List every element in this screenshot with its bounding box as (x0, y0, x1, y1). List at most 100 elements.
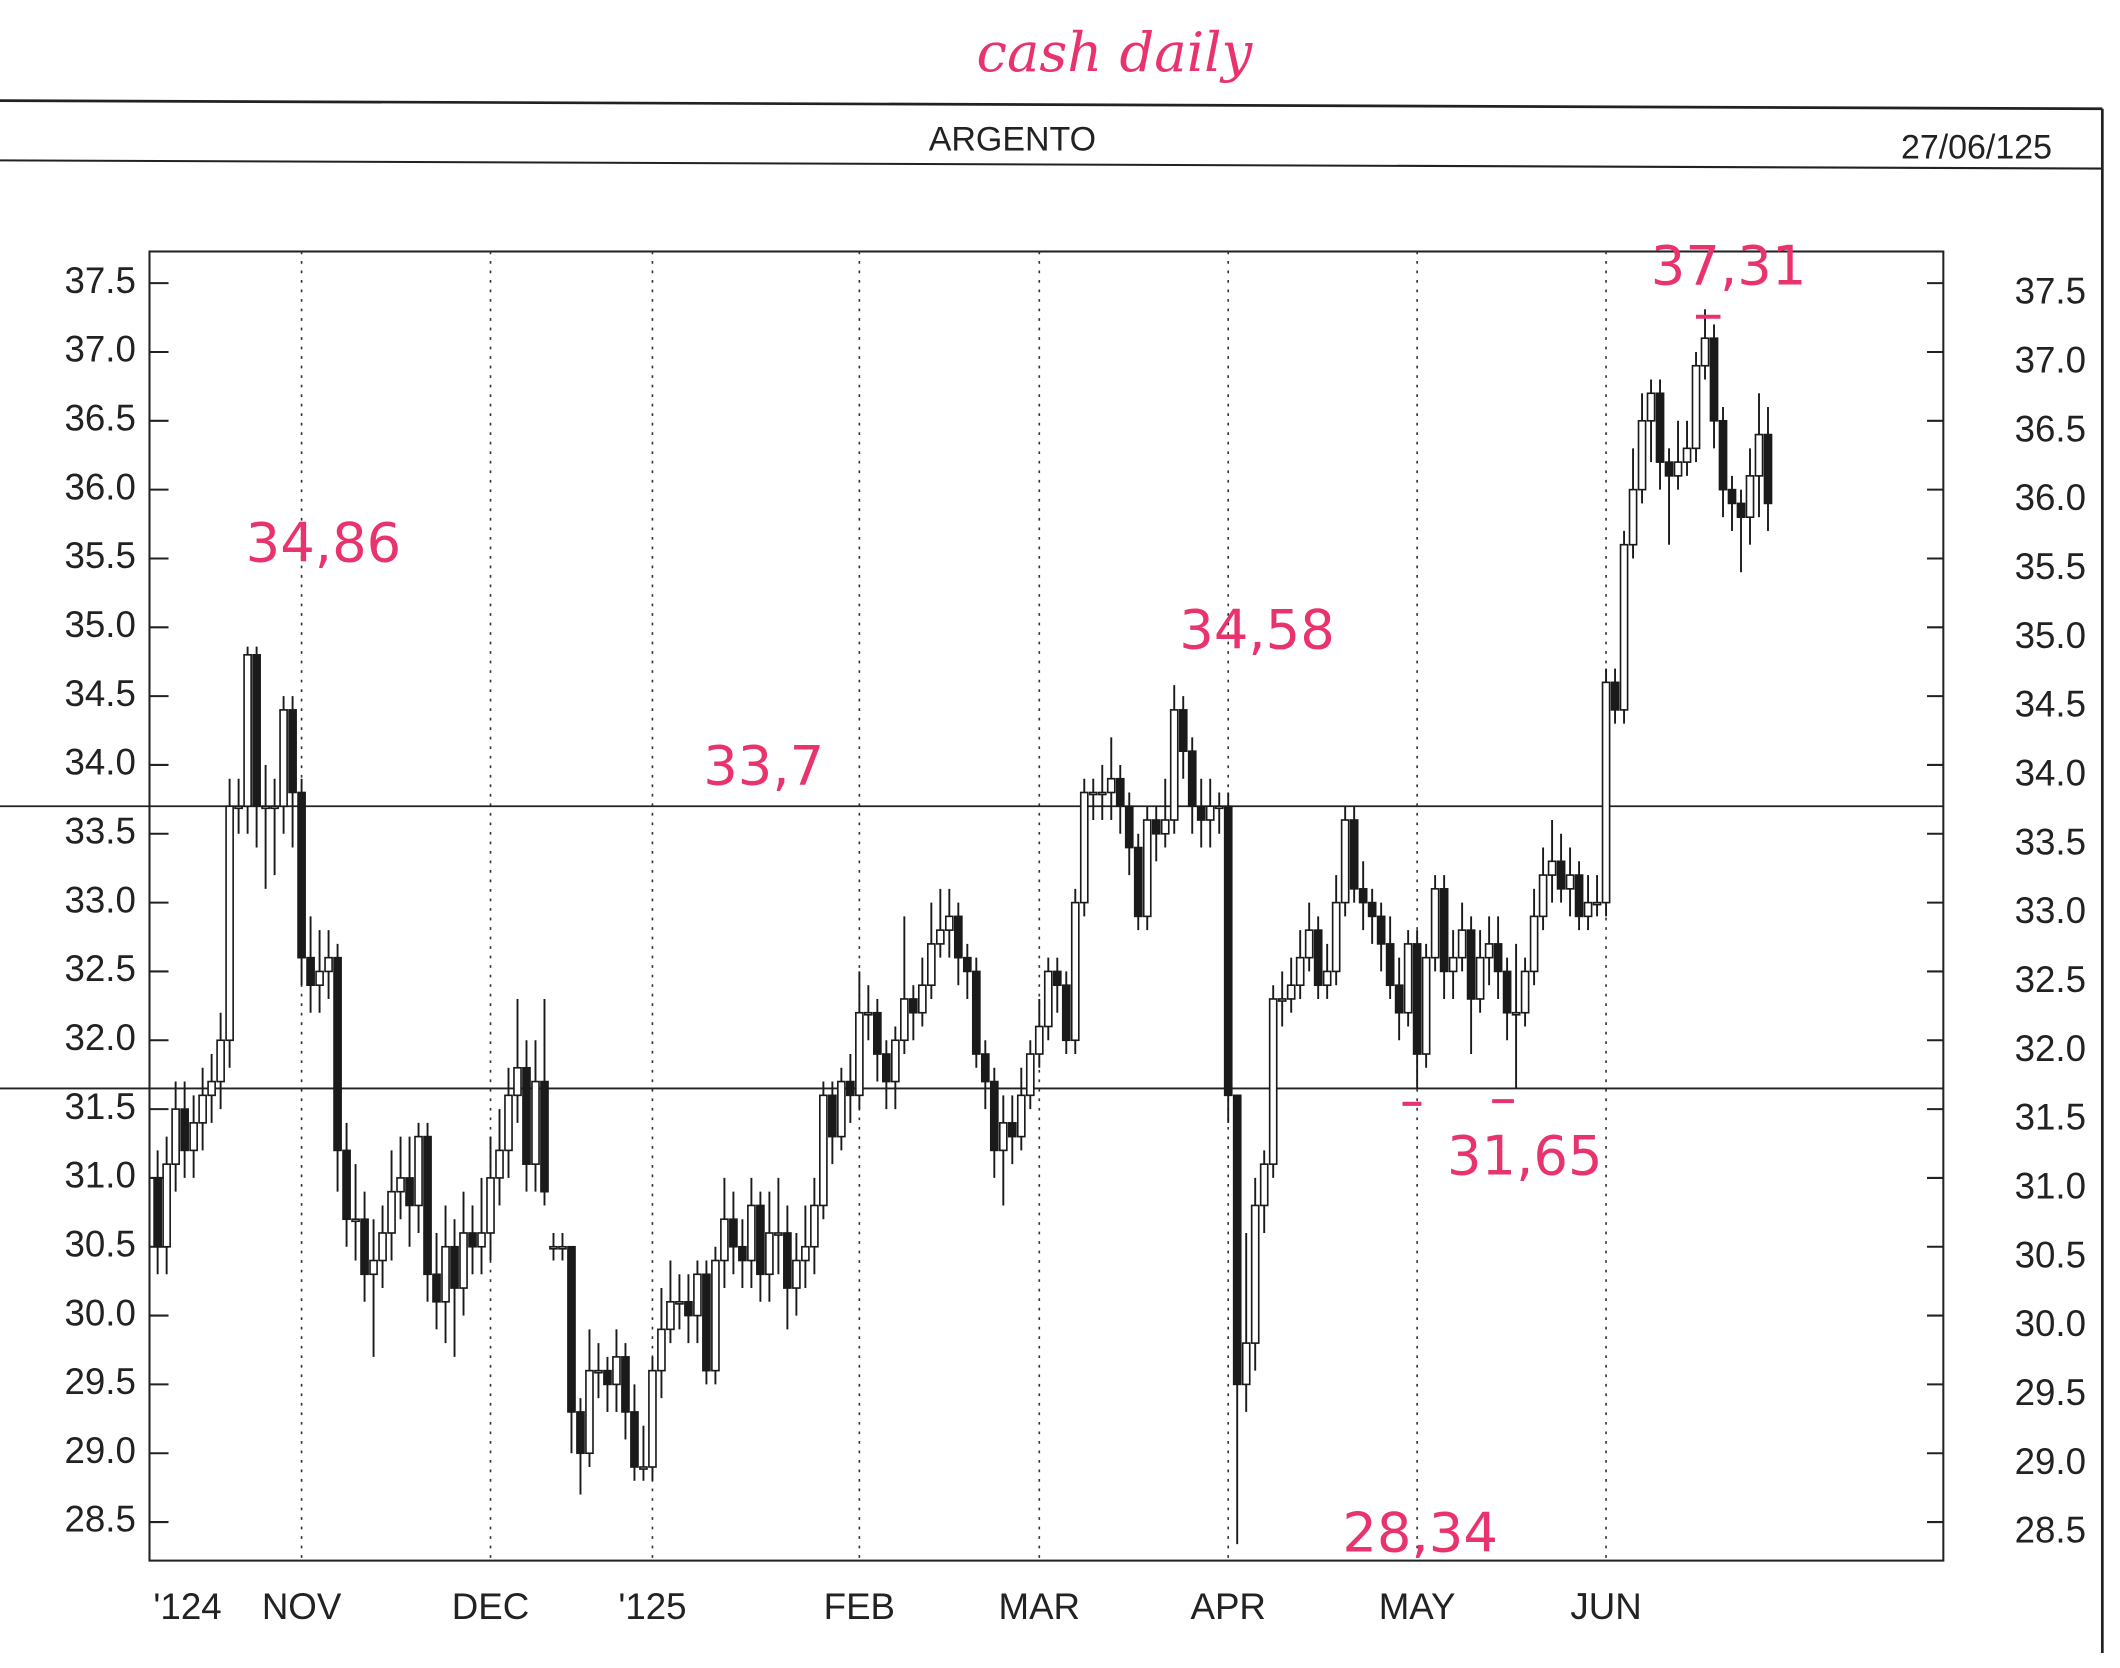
candle-body (1547, 860, 1557, 876)
candle-body (1133, 846, 1143, 918)
candle-body (576, 1411, 585, 1455)
candle-body (207, 1080, 216, 1097)
annotation: 28,34 (1342, 1501, 1498, 1564)
candle-body (1421, 956, 1431, 1055)
candle-body (1025, 1053, 1035, 1097)
candle-body (1673, 461, 1683, 477)
handwritten-note: cash daily (977, 21, 1254, 84)
candle-body (1529, 915, 1539, 973)
candle-body (792, 1259, 801, 1289)
y2-tick-label: 31.0 (2015, 1165, 2086, 1206)
candle-body (1484, 943, 1494, 959)
candle-body (387, 1190, 396, 1234)
candle-body (1313, 929, 1323, 987)
candle-body (396, 1177, 405, 1193)
candle-body (450, 1245, 459, 1289)
candle-body (315, 970, 324, 987)
candle-body (1610, 681, 1620, 711)
y2-tick-label: 30.0 (2015, 1303, 2086, 1344)
candle-body (1376, 915, 1386, 945)
plot: 28.5 29.0 29.5 30.0 30.5 31.0 31.5 32.0 32.5 33.0… (0, 251, 2086, 1627)
candle-body (459, 1232, 468, 1289)
y-tick-label: 31.0 (65, 1155, 136, 1196)
x-tick-label: '124 (153, 1586, 221, 1627)
y-tick-label: 33.5 (65, 810, 136, 851)
annotation: 31,65 (1447, 1125, 1603, 1188)
y2-tick-label: 37.0 (2015, 340, 2086, 381)
candle-body (1151, 819, 1161, 835)
candle-body (935, 929, 945, 945)
candle-body (1367, 901, 1377, 918)
candle-body (432, 1273, 441, 1303)
annotation: 34,86 (246, 512, 402, 575)
candle-body (1034, 1025, 1044, 1055)
y2-tick-label: 36.0 (2015, 477, 2086, 518)
candle-body (504, 1094, 513, 1152)
candle-body (1583, 901, 1593, 918)
y2-tick-label: 28.5 (2015, 1510, 2086, 1551)
y2-tick-label: 32.5 (2015, 959, 2086, 1000)
candle-body (1115, 777, 1125, 808)
candle-body (1277, 998, 1287, 1002)
candle-body (873, 1011, 882, 1055)
candle-body (441, 1245, 450, 1303)
candle-body (989, 1080, 999, 1152)
y2-tick-label: 34.5 (2015, 684, 2086, 725)
annotation: 33,7 (703, 735, 824, 798)
candle-body (702, 1273, 711, 1372)
candle-body (855, 1011, 864, 1097)
candle-body (1016, 1094, 1026, 1138)
candle-body (1727, 488, 1737, 505)
candle-body (837, 1080, 846, 1138)
y-tick-label: 37.5 (65, 260, 136, 301)
candle-body (288, 709, 297, 794)
y-tick-label: 32.5 (65, 948, 136, 989)
candle-body (621, 1356, 630, 1413)
plot-frame (148, 250, 1945, 1562)
candle-body (1304, 929, 1314, 959)
candle-body (477, 1232, 486, 1248)
x-tick-label: MAY (1379, 1586, 1456, 1627)
candle-body (1538, 874, 1548, 918)
candle-body (1709, 337, 1719, 422)
candle-body (1493, 943, 1503, 973)
y-tick-label: 37.0 (65, 329, 136, 370)
candle-body (1754, 433, 1764, 477)
y-tick-label: 34.0 (65, 742, 136, 783)
y-tick-label: 29.5 (65, 1361, 136, 1402)
candle-body (1601, 681, 1611, 904)
candle-body (1331, 901, 1341, 973)
candle-body (819, 1094, 828, 1207)
candle-body (522, 1066, 531, 1165)
candle-body (846, 1080, 855, 1097)
y-tick-label: 33.0 (65, 879, 136, 920)
candle-body (1349, 819, 1359, 890)
candle-body (1385, 943, 1395, 987)
candle-body (1448, 956, 1458, 973)
candle-body (189, 1122, 198, 1152)
y-tick-label: 28.5 (65, 1499, 136, 1540)
candle-body (360, 1218, 369, 1276)
x-tick-label: APR (1191, 1586, 1266, 1627)
candle-body (1475, 956, 1485, 1000)
candle-body (1511, 1011, 1521, 1016)
candle-body (693, 1273, 702, 1317)
y-tick-label: 31.5 (65, 1086, 136, 1127)
x-tick-label: NOV (262, 1586, 342, 1627)
candle-body (198, 1094, 207, 1124)
candle-body (369, 1259, 378, 1276)
y2-tick-label: 33.5 (2015, 821, 2086, 862)
candle-body (801, 1245, 810, 1262)
candle-body (756, 1204, 765, 1276)
candle-body (549, 1245, 558, 1250)
candle-body (594, 1369, 603, 1374)
x-tick-label: FEB (824, 1586, 895, 1627)
candle-body (153, 1177, 162, 1248)
candle-body (1286, 984, 1296, 1000)
candle-body (486, 1177, 495, 1234)
candle-body (747, 1204, 756, 1262)
candle-body (1322, 970, 1332, 987)
candle-body (962, 956, 972, 973)
candle-body (1457, 929, 1467, 959)
